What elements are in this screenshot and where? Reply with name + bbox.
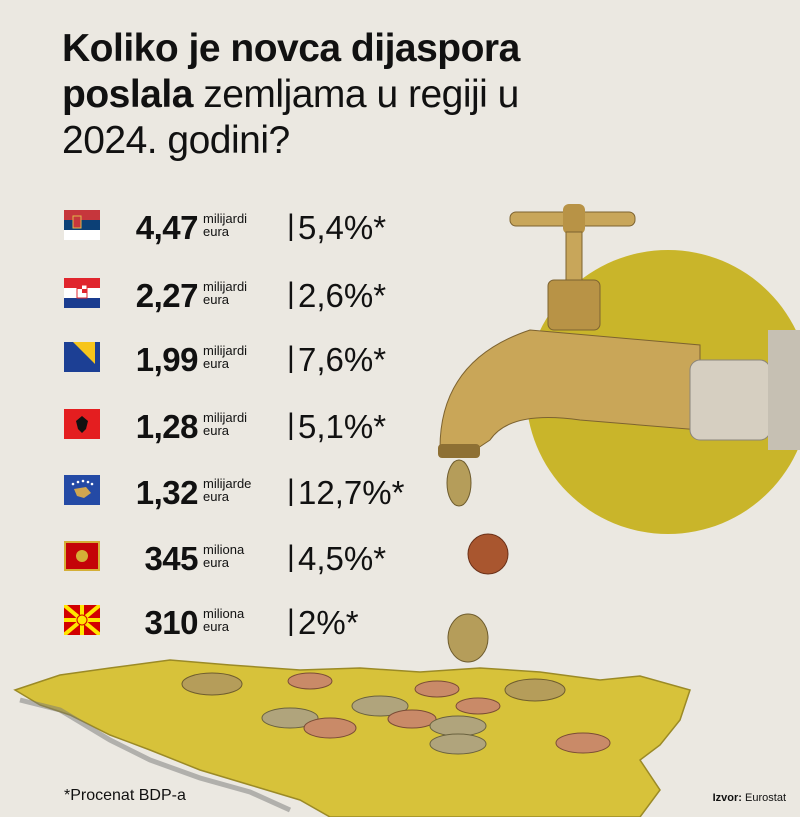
unit-currency: eura — [203, 356, 230, 371]
share: 7,6%* — [298, 341, 387, 378]
row: 2,27 milijardi eura | 2,6%* — [0, 273, 460, 317]
flag-montenegro — [64, 541, 100, 571]
map-shadow — [19, 697, 292, 813]
flag-croatia — [64, 278, 100, 308]
coins — [181, 459, 611, 755]
flag-kosovo — [64, 475, 100, 505]
separator: | — [287, 341, 295, 374]
separator: | — [287, 277, 295, 310]
source-label: Izvor: — [712, 792, 742, 804]
row: 1,28 milijardi eura | 5,1%* — [0, 404, 460, 448]
share: 5,4%* — [298, 209, 387, 246]
source-value: Eurostat — [745, 792, 786, 804]
separator: | — [287, 540, 295, 573]
amount: 1,28 — [135, 408, 199, 445]
share: 4,5%* — [298, 540, 387, 577]
unit-currency: eura — [203, 423, 230, 438]
amount: 1,32 — [135, 474, 199, 511]
amount: 2,27 — [135, 277, 199, 314]
amount: 1,99 — [135, 341, 199, 378]
row: 310 miliona eura | 2%* — [0, 600, 460, 644]
title-regular: zemljama u regiji u 2024. godini? — [62, 73, 519, 162]
amount: 310 — [144, 604, 198, 641]
row: 1,99 milijardi eura | 7,6%* — [0, 337, 460, 381]
unit-currency: eura — [203, 224, 230, 239]
separator: | — [287, 209, 295, 242]
amount: 345 — [144, 540, 198, 577]
flag-albania — [64, 409, 100, 439]
unit: milijardi eura — [203, 280, 247, 306]
unit-currency: eura — [203, 292, 230, 307]
title-bold: Koliko je novca dijaspora poslala — [62, 27, 520, 116]
unit: milijarde eura — [203, 477, 251, 503]
separator: | — [287, 474, 295, 507]
footnote: *Procenat BDP-a — [64, 787, 186, 804]
share: 2%* — [298, 604, 359, 641]
separator: | — [287, 408, 295, 441]
row: 345 miliona eura | 4,5%* — [0, 536, 460, 580]
amount: 4,47 — [135, 209, 199, 246]
unit: miliona eura — [203, 543, 244, 569]
title: Koliko je novca dijaspora poslala zemlja… — [62, 26, 602, 164]
row: 4,47 milijardi eura | 5,4%* — [0, 205, 460, 249]
source: Izvor: Eurostat — [713, 792, 786, 804]
share: 5,1%* — [298, 408, 387, 445]
unit-currency: eura — [203, 555, 230, 570]
share: 12,7%* — [298, 474, 405, 511]
unit-currency: eura — [203, 489, 230, 504]
unit-scale: miliona — [203, 542, 245, 557]
unit-scale: milijarde — [203, 476, 252, 491]
flag-bosnia — [64, 342, 100, 372]
unit-scale: milijardi — [203, 343, 248, 358]
unit: miliona eura — [203, 607, 244, 633]
unit: milijardi eura — [203, 344, 247, 370]
unit: milijardi eura — [203, 212, 247, 238]
unit-scale: miliona — [203, 606, 245, 621]
unit-currency: eura — [203, 619, 230, 634]
unit-scale: milijardi — [203, 279, 248, 294]
flag-serbia — [64, 210, 100, 240]
share: 2,6%* — [298, 277, 387, 314]
unit-scale: milijardi — [203, 211, 248, 226]
unit: milijardi eura — [203, 411, 247, 437]
unit-scale: milijardi — [203, 410, 248, 425]
row: 1,32 milijarde eura | 12,7%* — [0, 470, 460, 514]
separator: | — [287, 604, 295, 637]
flag-north-macedonia — [64, 605, 100, 635]
faucet — [438, 204, 800, 458]
